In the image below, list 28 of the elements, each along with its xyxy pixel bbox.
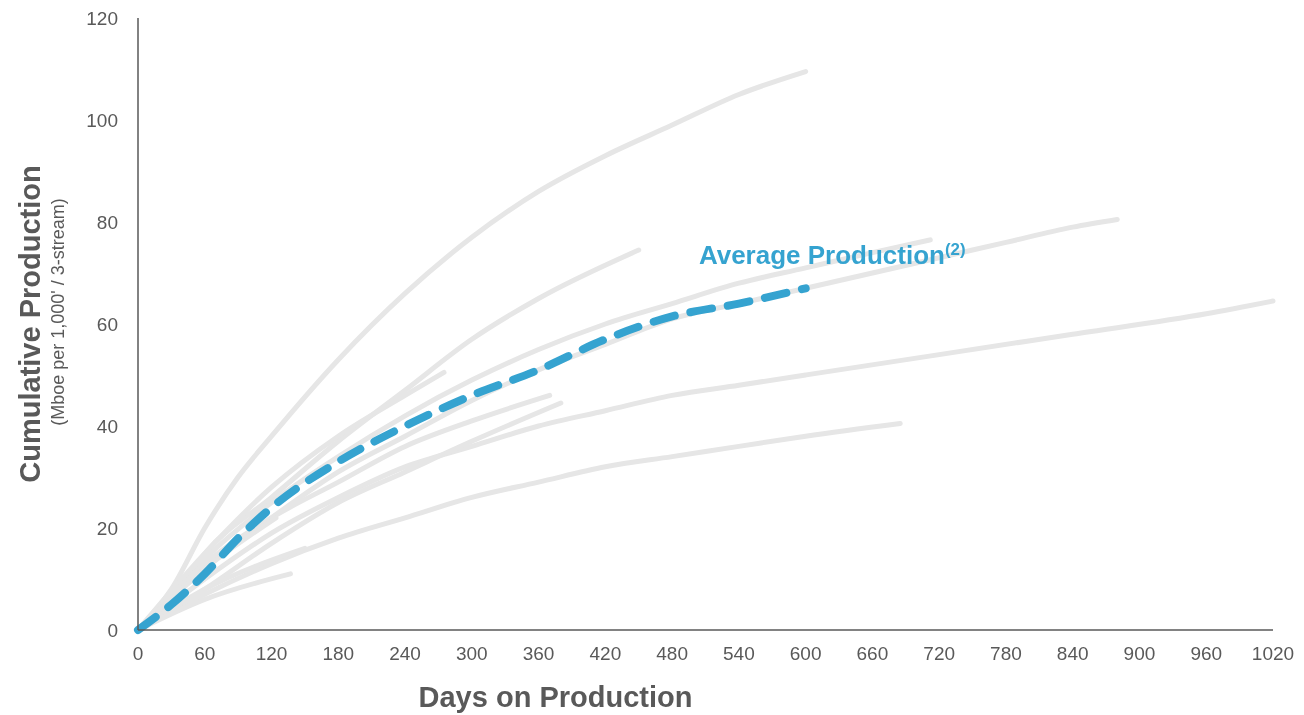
x-axis-title: Days on Production (418, 681, 693, 713)
x-tick-label: 60 (194, 643, 216, 664)
x-tick-label: 840 (1056, 643, 1089, 664)
y-tick-label: 100 (86, 110, 118, 131)
x-tick-label: 720 (923, 643, 956, 664)
x-tick-label: 600 (789, 643, 822, 664)
y-tick-label: 60 (96, 314, 118, 335)
x-tick-label: 900 (1123, 643, 1156, 664)
y-tick-label: 120 (86, 8, 118, 29)
x-tick-label: 1020 (1251, 643, 1295, 664)
x-tick-label: 240 (389, 643, 421, 664)
x-tick-label: 360 (522, 643, 555, 664)
x-tick-label: 120 (255, 643, 288, 664)
series-label: Average Production$^{(2)}$ (698, 239, 966, 271)
y-tick-label: 80 (96, 212, 118, 233)
y-tick-label: 40 (96, 416, 118, 437)
x-tick-label: 780 (990, 643, 1022, 664)
x-tick-label: 300 (455, 643, 488, 664)
x-tick-label: 480 (656, 643, 688, 664)
y-tick-label: 0 (107, 620, 118, 641)
x-tick-label: 960 (1190, 643, 1223, 664)
x-tick-label: 180 (322, 643, 355, 664)
x-tick-label: 420 (589, 643, 622, 664)
x-tick-label: 660 (856, 643, 889, 664)
x-tick-label: 540 (723, 643, 755, 664)
y-axis-title: Cumulative Production (Mboe per 1,000' / 3-stream) (14, 165, 68, 483)
y-tick-label: 20 (96, 518, 118, 539)
x-tick-label: 0 (132, 643, 144, 664)
